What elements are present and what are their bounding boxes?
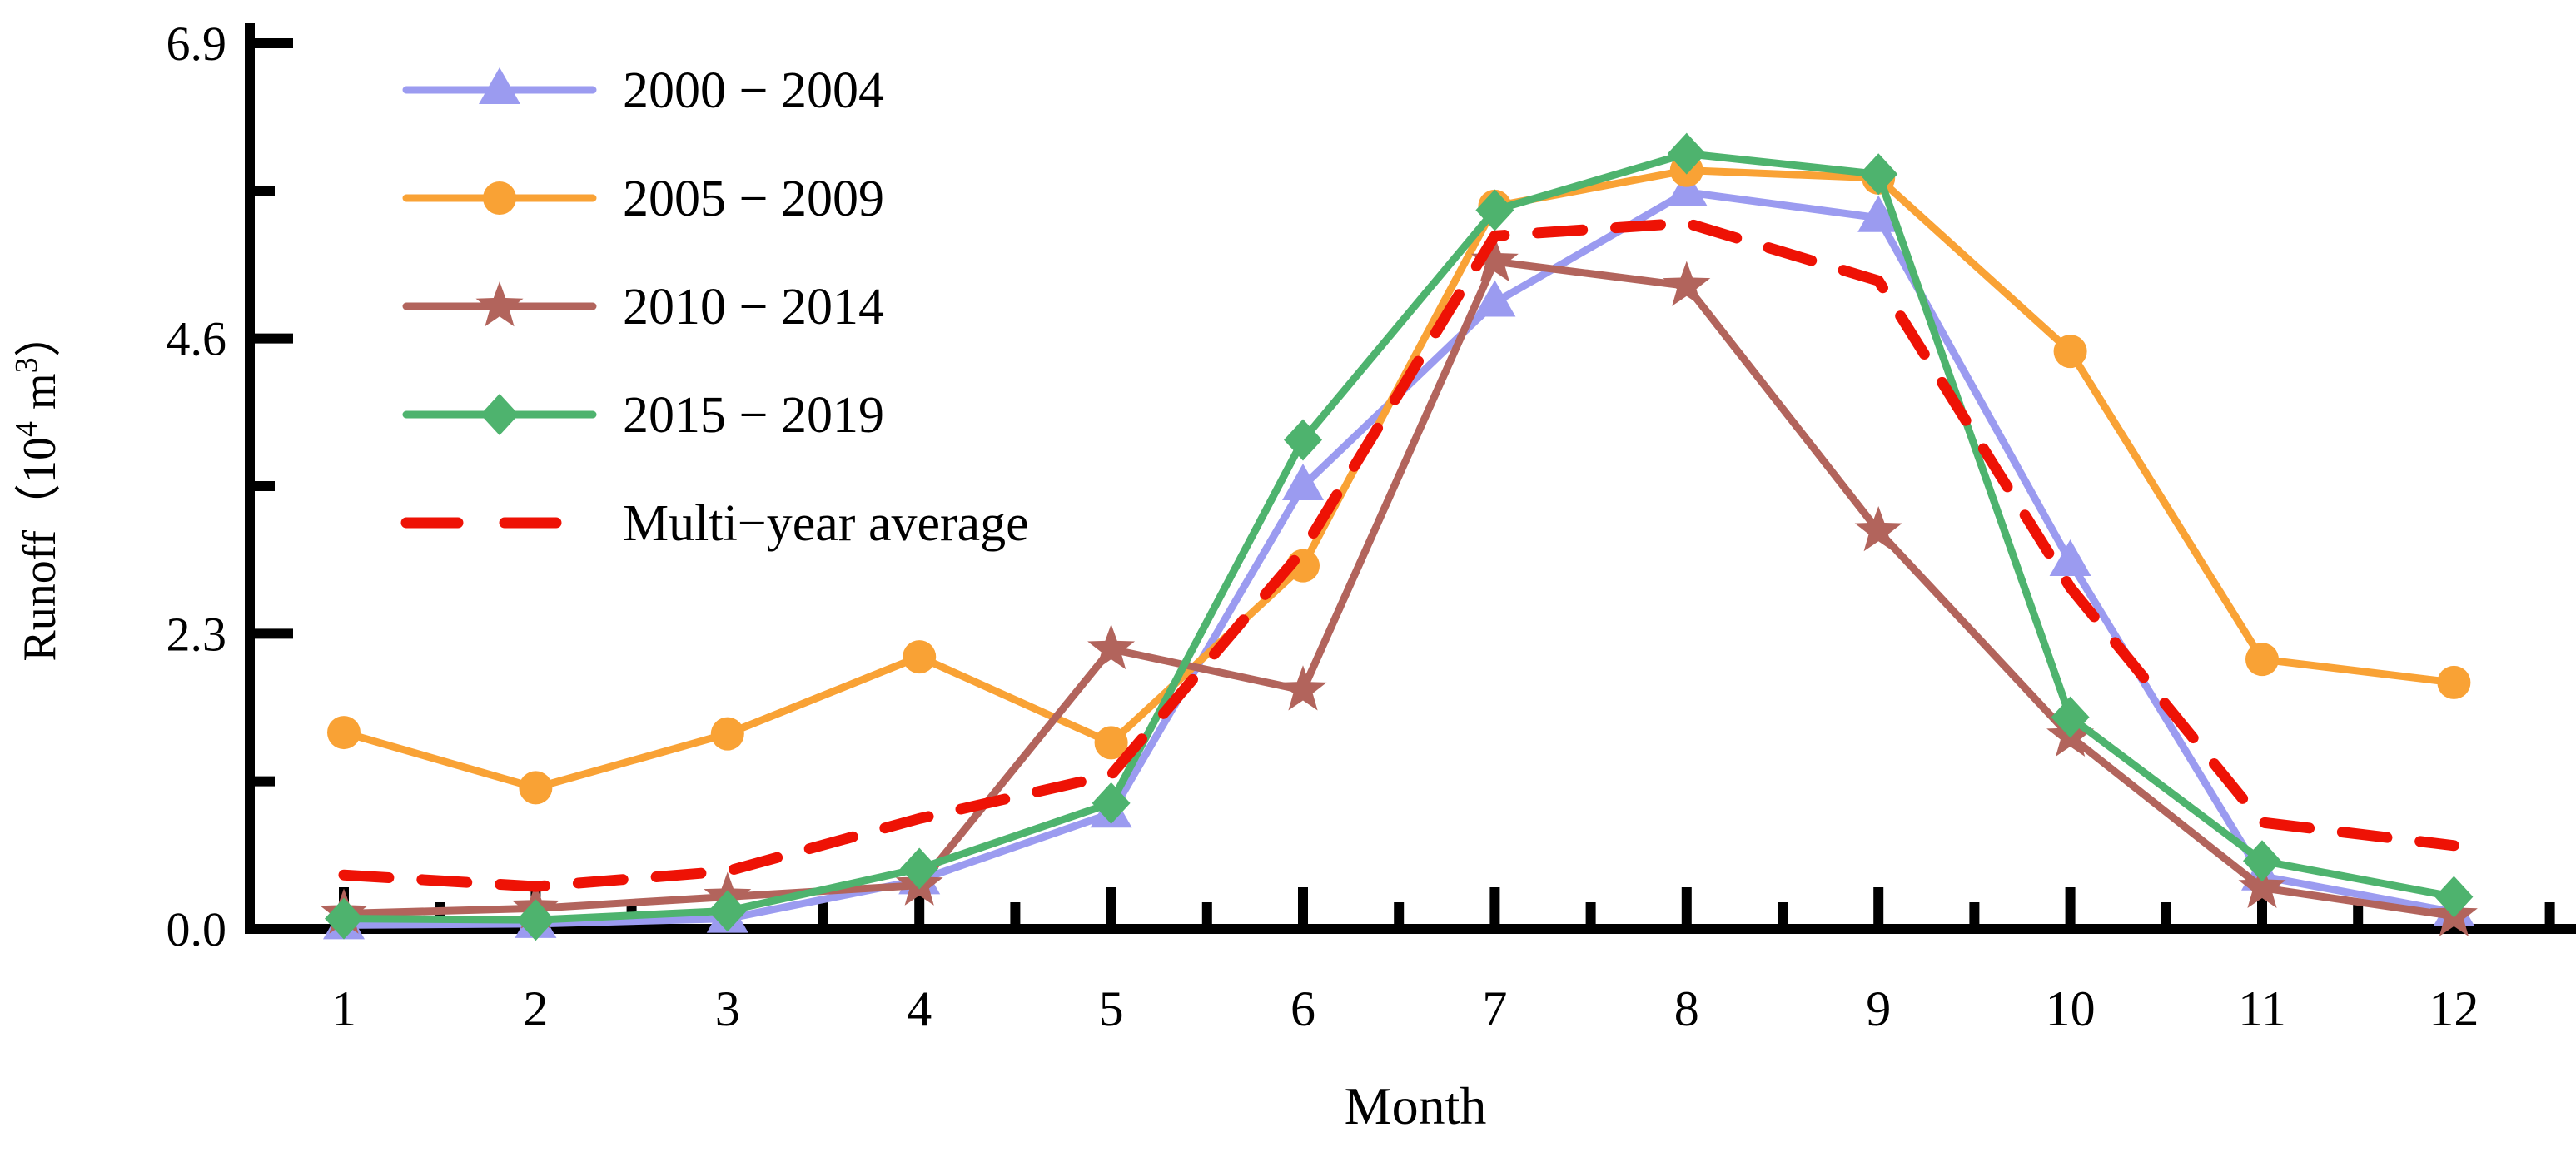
star-marker-icon <box>1663 261 1711 306</box>
diamond-marker-icon <box>1284 419 1322 461</box>
series-line <box>338 217 2459 892</box>
legend-label: 2015 − 2019 <box>623 387 884 444</box>
triangle-marker-icon <box>1282 464 1324 501</box>
triangle-marker-icon <box>2049 539 2091 576</box>
series-line <box>340 150 2458 924</box>
diamond-marker-icon <box>325 897 363 940</box>
diamond-marker-icon <box>2434 876 2474 918</box>
star-marker-icon <box>1470 236 1519 282</box>
circle-marker-icon <box>483 181 516 215</box>
x-tick-label: 12 <box>2429 981 2479 1036</box>
x-tick-label: 4 <box>907 981 932 1036</box>
circle-marker-icon <box>327 716 361 750</box>
x-tick-label: 6 <box>1290 981 1315 1036</box>
legend-item: Multi−year average <box>400 495 1029 552</box>
y-tick-label: 4.6 <box>167 312 227 366</box>
y-tick-label: 0.0 <box>167 902 227 956</box>
circle-marker-icon <box>519 771 553 805</box>
star-marker-icon <box>1087 623 1136 670</box>
circle-marker-icon <box>2245 643 2279 677</box>
diamond-marker-icon <box>900 847 939 890</box>
y-tick-label: 2.3 <box>167 607 227 661</box>
diamond-marker-icon <box>1092 782 1131 824</box>
circle-marker-icon <box>2053 335 2087 369</box>
star-marker-icon <box>2238 862 2286 908</box>
circle-marker-icon <box>1094 726 1128 760</box>
series-line <box>340 257 2458 921</box>
diamond-marker-icon <box>480 394 519 435</box>
legend-item: 2010 − 2014 <box>402 279 884 335</box>
x-tick-label: 3 <box>715 981 740 1036</box>
x-tick-label: 8 <box>1674 981 1699 1036</box>
legend: 2000 − 2004 2005 − 2009 2010 − 2014 2015 − … <box>400 62 1029 552</box>
legend-item: 2000 − 2004 <box>402 62 884 119</box>
x-tick-label: 11 <box>2238 981 2286 1036</box>
y-axis-label: Runoff（104 m3） <box>9 310 66 661</box>
circle-marker-icon <box>903 640 937 674</box>
legend-label: 2000 − 2004 <box>623 62 884 119</box>
triangle-marker-icon <box>1857 195 1900 232</box>
x-tick-label: 1 <box>331 981 356 1036</box>
x-tick-label: 2 <box>523 981 548 1036</box>
y-tick-label: 6.9 <box>167 17 227 71</box>
diamond-marker-icon <box>516 899 555 941</box>
legend-label: 2005 − 2009 <box>623 171 884 227</box>
x-axis-label: Month <box>1345 1076 1487 1135</box>
diamond-marker-icon <box>1859 153 1898 196</box>
circle-marker-icon <box>710 717 744 751</box>
series-2015-2019 <box>325 132 2474 941</box>
y-axis-spine <box>245 23 255 934</box>
triangle-marker-icon <box>1474 280 1516 317</box>
circle-marker-icon <box>2437 665 2471 699</box>
star-marker-icon <box>1279 665 1327 711</box>
diamond-marker-icon <box>2243 840 2281 882</box>
legend-label: Multi−year average <box>623 495 1029 552</box>
triangle-marker-icon <box>1665 169 1708 206</box>
x-tick-label: 5 <box>1099 981 1124 1036</box>
x-tick-label: 7 <box>1482 981 1507 1036</box>
x-tick-label: 10 <box>2046 981 2096 1036</box>
triangle-marker-icon <box>479 67 520 104</box>
star-marker-icon <box>1854 505 1902 552</box>
diamond-marker-icon <box>708 890 747 932</box>
legend-item: 2005 − 2009 <box>402 171 884 227</box>
series-multi-year-average <box>338 217 2459 892</box>
star-marker-icon <box>475 281 524 327</box>
x-axis-spine <box>245 924 2576 934</box>
diamond-marker-icon <box>1667 132 1706 175</box>
diamond-marker-icon <box>1475 189 1514 231</box>
legend-item: 2015 − 2019 <box>402 387 884 444</box>
x-tick-label: 9 <box>1866 981 1891 1036</box>
diamond-marker-icon <box>2051 696 2090 738</box>
legend-label: 2010 − 2014 <box>623 279 884 335</box>
